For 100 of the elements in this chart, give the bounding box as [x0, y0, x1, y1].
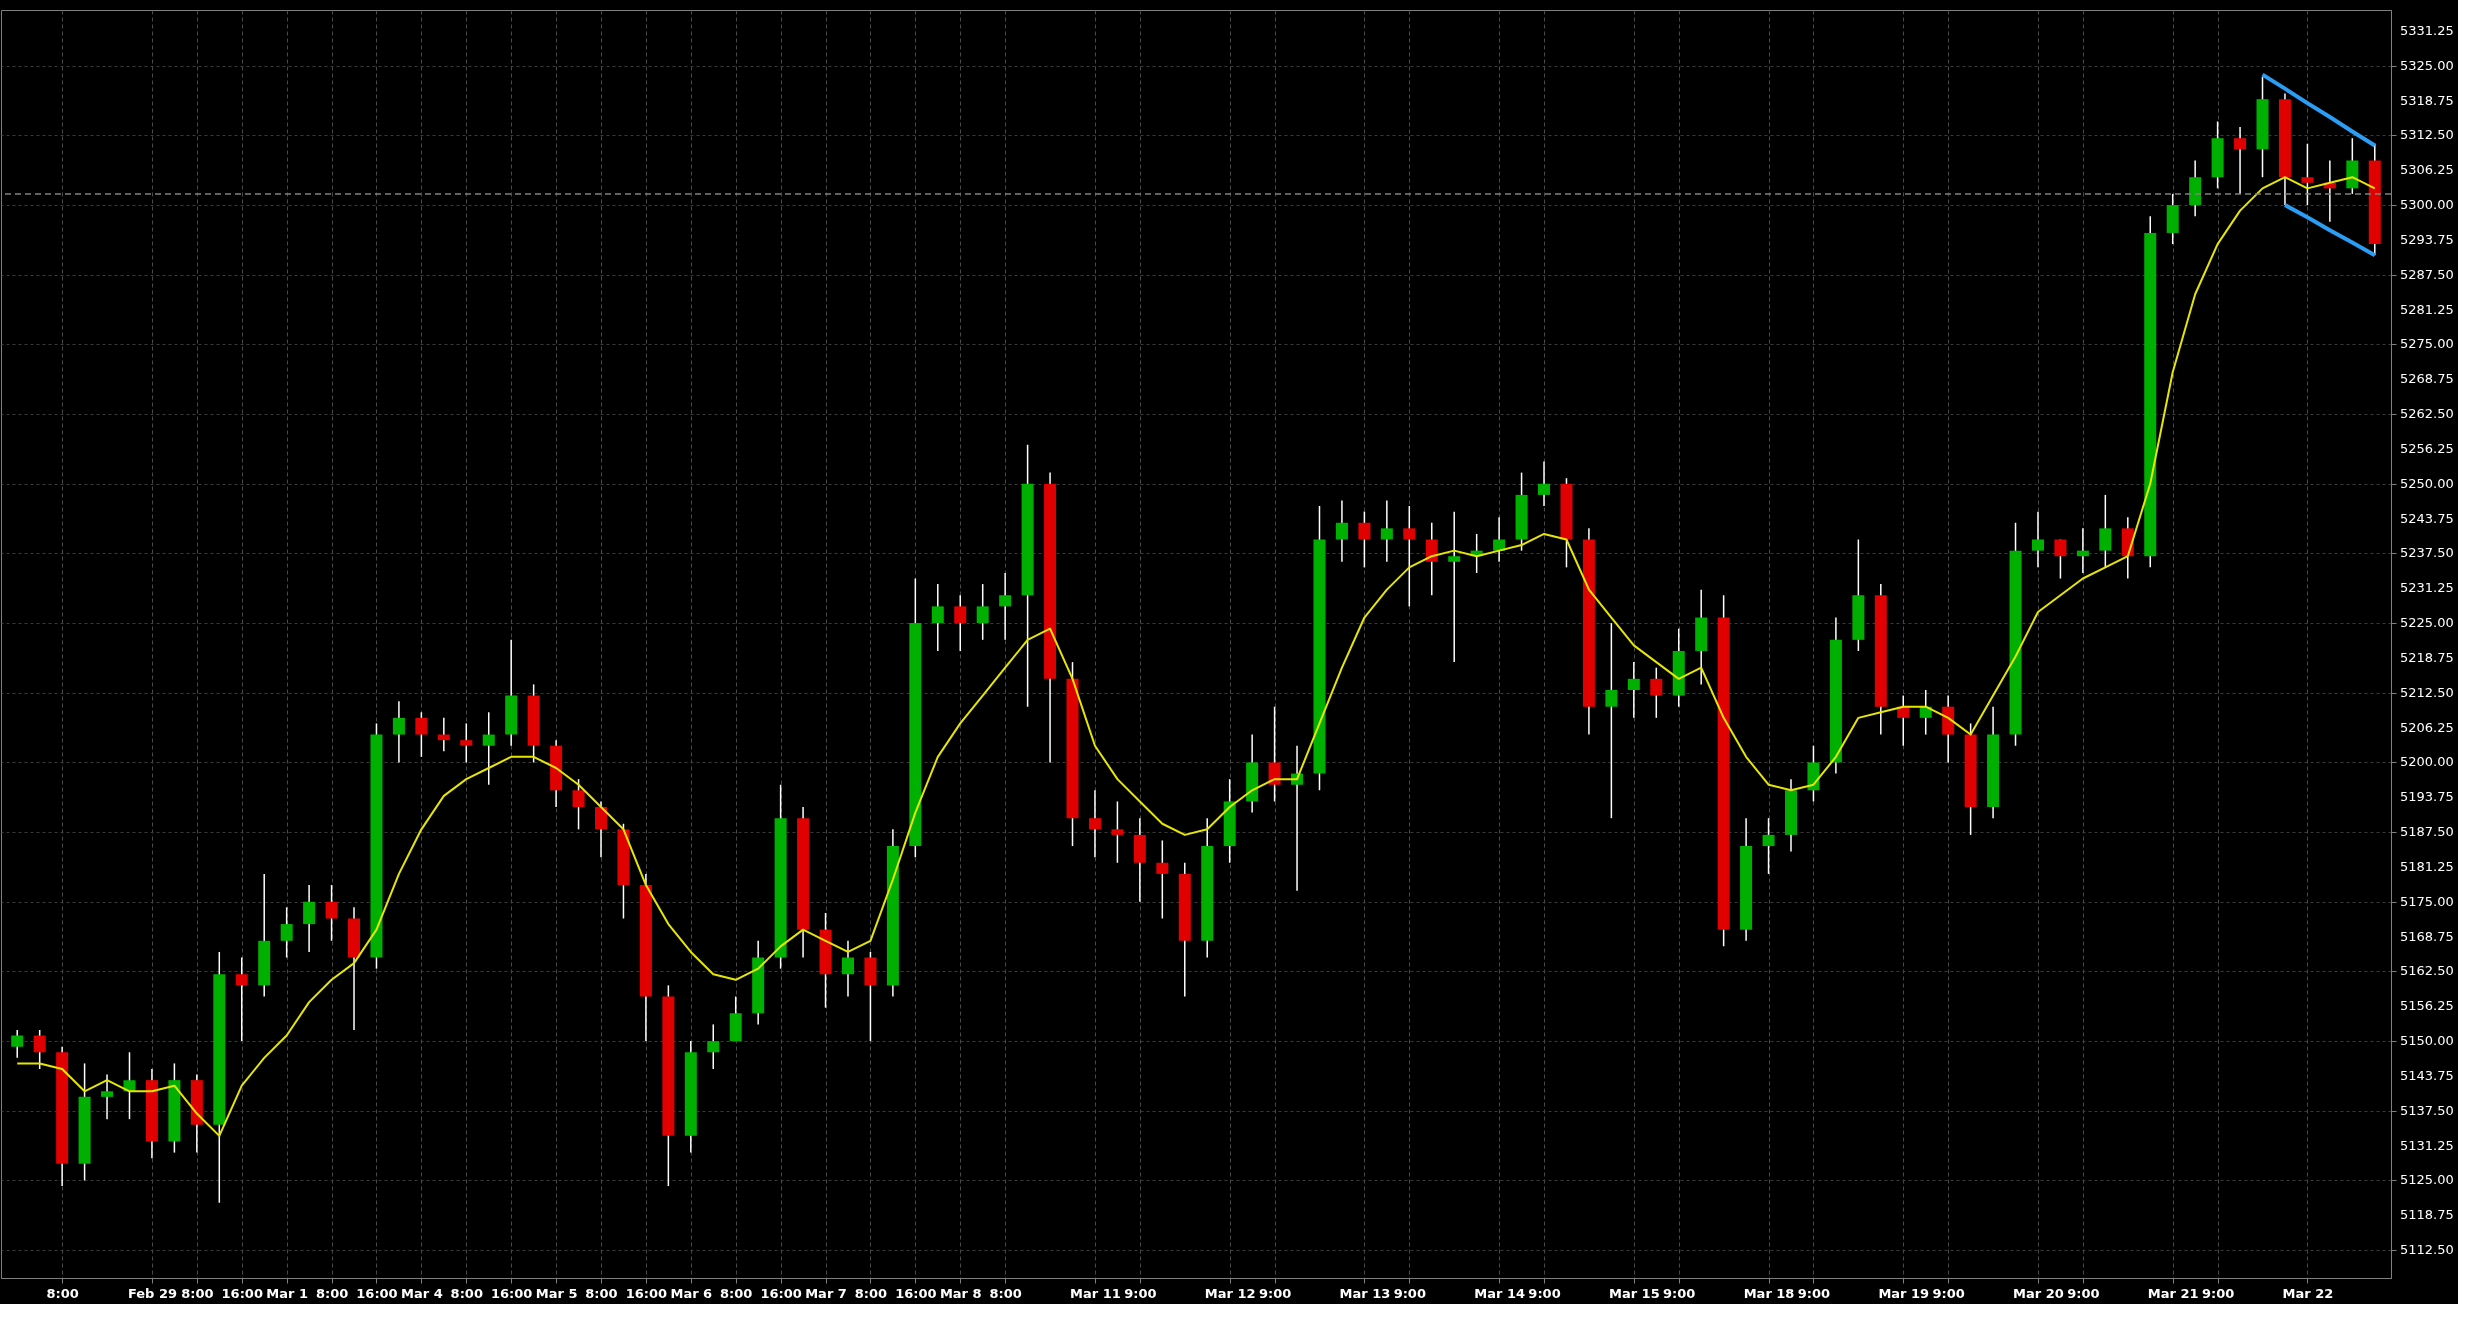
y-tick-label: 5256.25	[2400, 440, 2454, 456]
y-tick-label: 5231.25	[2400, 580, 2454, 596]
candlestick	[595, 800, 607, 858]
y-tick-label: 5125.00	[2400, 1172, 2454, 1188]
x-tick-label: 9:00	[1932, 1285, 1965, 1301]
line-series	[2260, 72, 2377, 148]
candlestick	[1358, 510, 1371, 569]
candlestick	[2031, 510, 2044, 569]
y-tick-label: 5243.75	[2400, 510, 2454, 526]
candlestick	[2301, 143, 2314, 206]
candlestick	[1111, 800, 1124, 864]
x-tick-label: 8:00	[46, 1285, 79, 1301]
x-tick-label: 16:00	[760, 1285, 802, 1301]
candlestick	[2234, 126, 2247, 195]
x-tick-label: 9:00	[1258, 1285, 1292, 1301]
x-tick-label: 8:00	[989, 1285, 1022, 1301]
y-tick-label: 5200.00	[2400, 754, 2454, 770]
candlestick	[1403, 505, 1416, 608]
y-tick-label: 5181.25	[2400, 858, 2454, 874]
x-tick-label: 9:00	[1124, 1285, 1157, 1301]
x-tick-label: 9:00	[1528, 1285, 1561, 1301]
x-tick-label: 16:00	[895, 1285, 937, 1301]
candlestick	[101, 1073, 114, 1120]
line-series	[16, 176, 2376, 1137]
x-tick-label: 8:00	[585, 1285, 618, 1301]
candlestick	[325, 884, 338, 942]
y-tick-label: 5131.25	[2400, 1137, 2454, 1153]
candlestick	[572, 778, 585, 831]
x-tick-label: Mar 14	[1474, 1285, 1525, 1301]
y-tick-label: 5250.00	[2400, 475, 2454, 491]
candlestick	[1493, 516, 1506, 563]
y-tick-label: 5312.50	[2400, 127, 2454, 143]
candlestick	[2076, 527, 2089, 574]
candlestick	[392, 700, 405, 764]
candlestick	[954, 594, 967, 652]
candlestick	[1088, 789, 1101, 858]
y-tick-label: 5156.25	[2400, 998, 2454, 1014]
y-tick-label: 5237.50	[2400, 545, 2454, 561]
y-tick-label: 5112.50	[2400, 1242, 2454, 1258]
x-tick-label: Mar 20	[2013, 1285, 2064, 1301]
candlestick	[1448, 510, 1461, 663]
candlestick	[415, 711, 428, 758]
candlestick	[976, 583, 989, 641]
x-tick-label: Mar 15	[1608, 1285, 1660, 1301]
x-tick-label: 8:00	[720, 1285, 753, 1301]
candlestick	[841, 940, 854, 998]
candlestick	[931, 583, 944, 652]
x-tick-label: Mar 5	[535, 1285, 578, 1301]
y-tick-label: 5225.00	[2400, 615, 2454, 631]
y-tick-label: 5268.75	[2400, 371, 2454, 387]
y-tick-label: 5206.25	[2400, 719, 2454, 735]
x-tick-label: 9:00	[1797, 1285, 1831, 1301]
x-tick-label: 16:00	[221, 1285, 263, 1301]
y-tick-label: 5150.00	[2400, 1033, 2454, 1049]
candlestick	[1650, 666, 1663, 719]
x-tick-label: 9:00	[2201, 1285, 2235, 1301]
y-tick-label: 5318.75	[2400, 92, 2454, 108]
candlestick	[1335, 499, 1348, 563]
candlestick	[11, 1029, 24, 1059]
y-tick-label: 5306.25	[2400, 162, 2454, 178]
candlestick	[2054, 538, 2067, 580]
x-tick-label: 9:00	[1393, 1285, 1426, 1301]
x-tick-label: Mar 22	[2282, 1285, 2334, 1301]
x-tick-label: 16:00	[625, 1285, 668, 1301]
candlestick	[33, 1029, 46, 1070]
candlestick	[1605, 622, 1618, 819]
y-tick-label: 5218.75	[2400, 649, 2454, 665]
candlestick	[280, 906, 293, 959]
x-tick-label: 9:00	[2067, 1285, 2100, 1301]
candlestick	[1156, 839, 1169, 920]
y-tick-label: 5287.50	[2400, 266, 2454, 282]
x-tick-label: Mar 1	[266, 1285, 309, 1301]
x-tick-label: 9:00	[1663, 1285, 1696, 1301]
candlestick	[1425, 522, 1438, 596]
y-tick-label: 5331.25	[2400, 22, 2454, 38]
candlestick	[460, 722, 473, 764]
y-tick-label: 5175.00	[2400, 893, 2454, 909]
candlestick	[1762, 817, 1775, 875]
candlestick	[707, 1023, 720, 1070]
x-tick-label: Mar 6	[670, 1285, 713, 1301]
x-tick-label: Mar 7	[805, 1285, 847, 1301]
y-tick-label: 5187.50	[2400, 824, 2454, 840]
line-series	[2282, 203, 2377, 258]
x-tick-label: Mar 8	[939, 1285, 982, 1301]
x-tick-label: 8:00	[450, 1285, 483, 1301]
x-tick-label: 16:00	[356, 1285, 398, 1301]
y-tick-label: 5168.75	[2400, 928, 2454, 944]
x-tick-label: 16:00	[490, 1285, 533, 1301]
y-tick-label: 5275.00	[2400, 336, 2454, 352]
x-tick-label: Mar 4	[401, 1285, 443, 1301]
x-tick-label: Mar 11	[1070, 1285, 1121, 1301]
y-tick-label: 5137.50	[2400, 1102, 2454, 1118]
y-tick-label: 5118.75	[2400, 1207, 2454, 1223]
x-tick-label: Mar 18	[1743, 1285, 1795, 1301]
candlestick	[1380, 499, 1393, 563]
y-tick-label: 5162.50	[2400, 963, 2454, 979]
x-tick-label: 8:00	[854, 1285, 888, 1301]
y-tick-label: 5325.00	[2400, 57, 2454, 73]
x-tick-label: Mar 19	[1878, 1285, 1930, 1301]
x-tick-label: 8:00	[181, 1285, 214, 1301]
